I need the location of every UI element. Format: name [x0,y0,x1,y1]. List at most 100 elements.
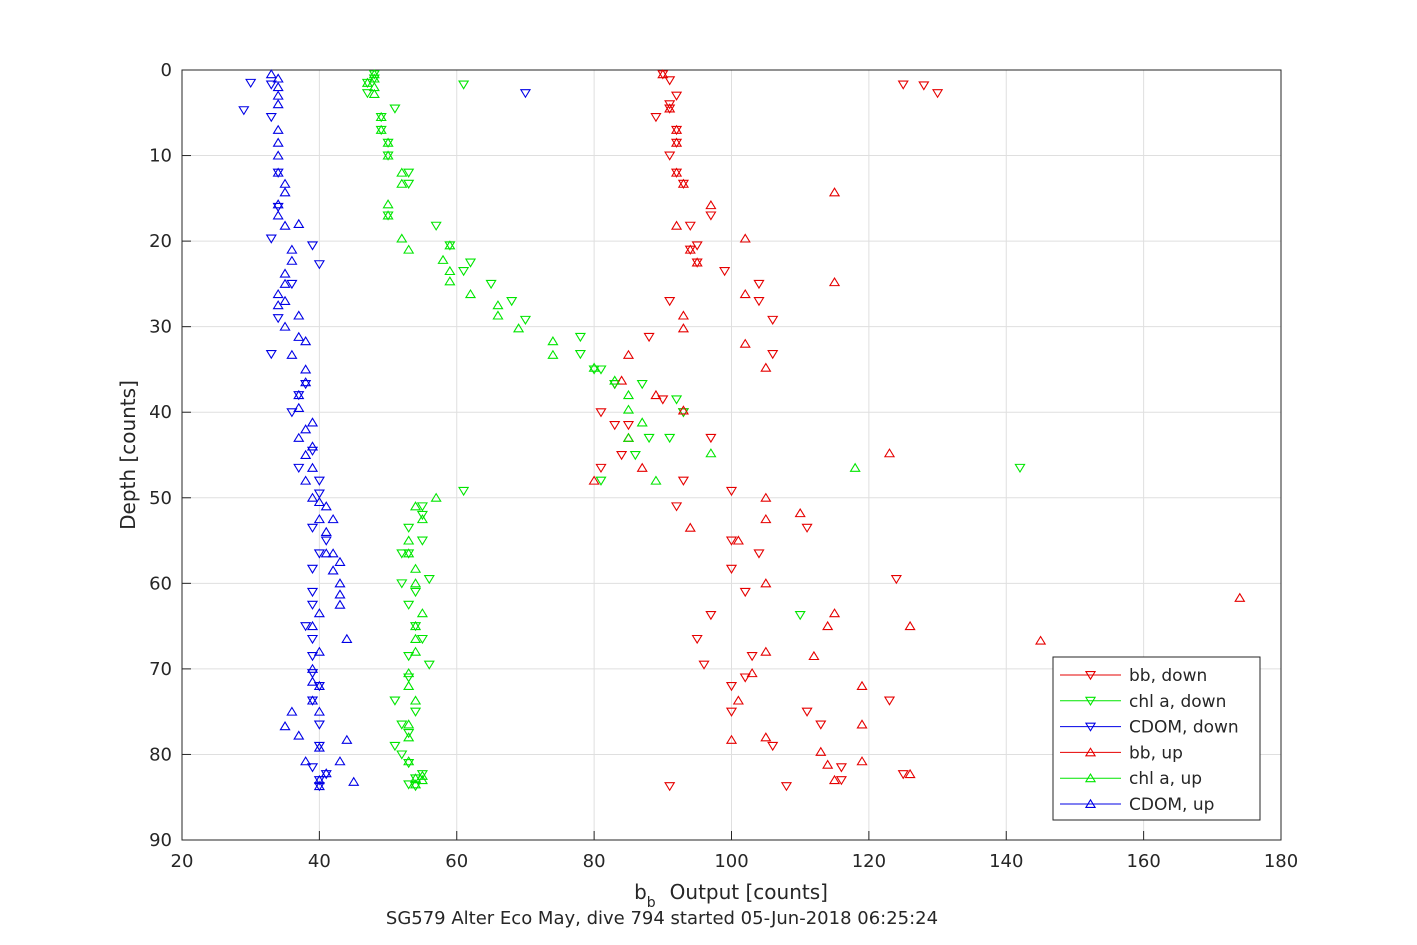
data-point [835,776,847,786]
data-point [622,432,635,442]
data-point [409,620,422,631]
data-point [670,91,683,101]
data-point [760,513,772,524]
data-point [828,276,841,287]
data-point [293,730,305,740]
data-point [396,750,408,760]
data-point [670,167,683,177]
data-point [272,137,284,147]
data-point [320,548,332,558]
data-point [286,706,298,716]
data-point [753,549,765,559]
data-point [409,782,422,792]
data-point [609,375,621,385]
data-point [409,501,422,511]
y-tick-label: 70 [149,659,172,680]
data-point [403,548,415,558]
data-point [279,187,291,197]
y-axis-label: Depth [counts] [116,380,140,530]
data-point [306,634,319,645]
data-point [725,486,738,497]
x-axis-label-rest: Output [counts] [670,880,828,904]
x-tick-label: 80 [583,851,606,872]
data-point [664,76,676,86]
data-point [643,332,655,343]
data-point [306,241,319,251]
data-point [403,756,415,766]
data-point [746,667,758,678]
series-5 [265,69,360,791]
data-point [856,756,868,766]
data-point [931,89,944,99]
data-point [444,276,456,286]
data-point [705,211,717,221]
data-point [677,310,689,320]
x-tick-label: 40 [308,851,331,872]
data-point [705,448,717,458]
data-point [677,476,689,486]
x-tick-label: 120 [852,851,886,872]
data-point [286,244,298,254]
data-point [320,770,332,780]
data-point [897,770,909,780]
legend-label: bb, down [1129,666,1207,686]
data-point [808,650,820,661]
data-point [272,199,284,209]
data-point [361,77,374,87]
data-point [856,719,868,729]
data-point [403,244,415,254]
data-point [746,652,758,662]
data-point [767,350,779,360]
data-point [300,449,312,459]
data-point [313,774,325,785]
data-point [396,233,408,243]
data-point [403,168,415,178]
data-point [753,297,765,307]
data-point [375,124,387,134]
data-point [506,297,518,307]
data-point [444,240,456,250]
data-point [403,667,415,678]
data-point [306,587,319,598]
data-point [595,365,607,375]
data-point [389,741,401,752]
data-point [403,719,415,729]
data-point [890,575,902,585]
data-point [265,80,277,90]
ticks: 20 40 60 80 100 120 140 160 180 0 10 20 30 40 50 60 70 80… [149,60,1298,872]
y-tick-label: 10 [149,146,172,167]
data-point [595,463,607,474]
data-point [629,451,641,461]
data-point [306,492,319,502]
legend-marker [1084,798,1097,808]
data-point [574,332,586,343]
data-point [300,377,312,387]
data-point [828,187,841,197]
data-point [403,780,415,790]
data-point [725,734,738,744]
data-point [382,210,394,220]
data-point [368,69,380,79]
data-point [760,578,772,588]
data-point [519,315,532,326]
data-point [458,80,470,90]
data-point [382,150,394,160]
data-point [403,523,415,533]
data-point [684,244,696,254]
data-point [732,535,744,545]
legend[interactable]: bb, down chl a, down CDOM, down bb, up chl a… [1052,656,1261,821]
data-point [835,763,847,773]
data-point [760,492,772,502]
data-point [409,563,422,573]
legend-marker [1084,671,1097,681]
data-point [856,680,868,690]
data-point [409,646,422,656]
data-point [306,676,319,686]
data-point [300,475,312,485]
legend-label: chl a, down [1129,692,1226,712]
data-points [238,69,1246,792]
data-point [306,695,319,705]
data-point [327,513,339,524]
data-point [409,578,422,588]
data-point [664,782,676,792]
